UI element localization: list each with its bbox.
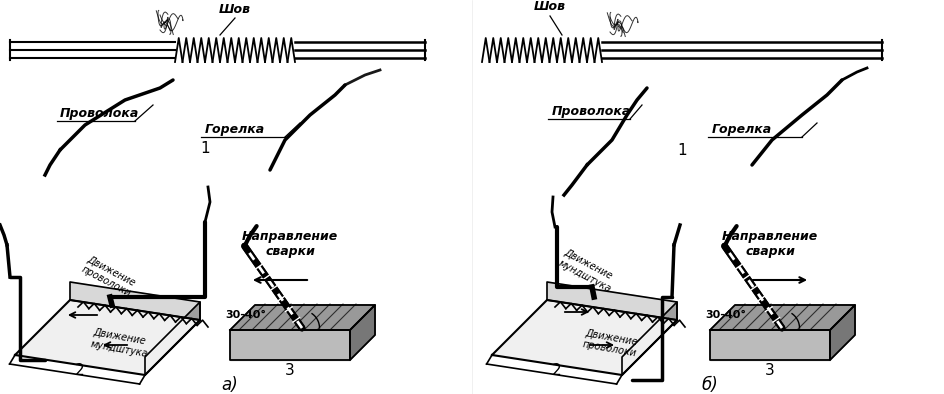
Text: Шов: Шов <box>534 0 566 13</box>
Text: 1: 1 <box>200 141 210 156</box>
Text: Направление
сварки: Направление сварки <box>242 230 338 258</box>
Text: 2: 2 <box>76 363 85 378</box>
Text: 1: 1 <box>677 143 687 158</box>
Text: Движение
мундштука: Движение мундштука <box>90 327 151 359</box>
Polygon shape <box>710 330 830 360</box>
Text: 3: 3 <box>285 363 295 378</box>
Text: Движение
проволоки: Движение проволоки <box>80 254 139 299</box>
Text: Проволока: Проволока <box>552 105 632 118</box>
Polygon shape <box>145 302 200 375</box>
Text: 30-40°: 30-40° <box>225 310 266 320</box>
Text: Направление
сварки: Направление сварки <box>722 230 818 258</box>
Polygon shape <box>492 300 677 375</box>
Text: б): б) <box>701 376 718 394</box>
Text: 2: 2 <box>552 363 562 378</box>
Text: 3: 3 <box>766 363 775 378</box>
Polygon shape <box>15 300 200 375</box>
Polygon shape <box>350 305 375 360</box>
Polygon shape <box>547 282 677 320</box>
Polygon shape <box>710 305 855 330</box>
Polygon shape <box>230 305 375 330</box>
Text: 30-40°: 30-40° <box>705 310 746 320</box>
Text: Движение
мундштука: Движение мундштука <box>557 247 618 294</box>
Polygon shape <box>230 330 350 360</box>
Text: Горелка: Горелка <box>205 123 265 136</box>
Polygon shape <box>622 302 677 375</box>
Text: Проволока: Проволока <box>60 107 140 120</box>
Polygon shape <box>70 282 200 320</box>
Text: Горелка: Горелка <box>712 123 772 136</box>
Polygon shape <box>830 305 855 360</box>
Text: Движение
проволоки: Движение проволоки <box>582 328 640 359</box>
Text: Шов: Шов <box>219 3 251 16</box>
Text: а): а) <box>222 376 239 394</box>
